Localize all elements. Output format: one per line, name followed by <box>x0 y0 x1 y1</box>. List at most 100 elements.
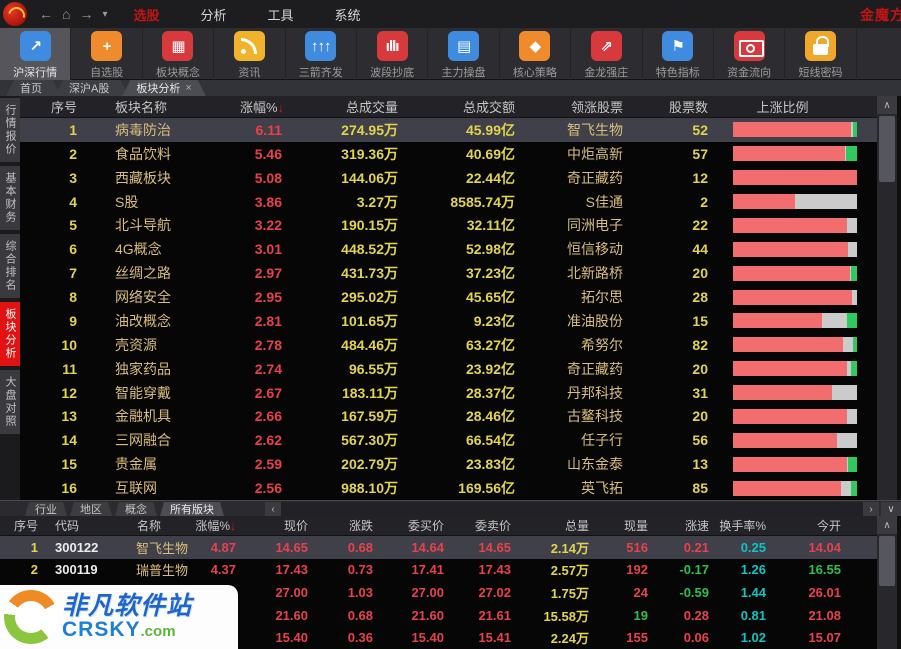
toolbar-button[interactable]: ▦ 板块概念 <box>143 28 215 80</box>
board-amount: 40.69亿 <box>465 145 515 162</box>
toolbar-button[interactable]: ◆ 核心策略 <box>500 28 572 80</box>
board-volume: 431.73万 <box>341 265 398 282</box>
col-name[interactable]: 名称 <box>136 519 161 533</box>
close-icon[interactable]: × <box>185 82 192 94</box>
app-logo-icon[interactable] <box>3 2 27 26</box>
menu-item[interactable]: 工具 <box>267 7 294 23</box>
stock-ask: 17.43 <box>478 562 511 578</box>
board-name: 油改概念 <box>115 312 171 329</box>
scroll-up-icon[interactable]: ∧ <box>877 96 897 114</box>
toolbar-button[interactable]: ↗ 沪深行情 <box>0 28 72 80</box>
board-row[interactable]: 13 金融机具 2.66 167.59万 28.46亿 古鳌科技 20 <box>20 405 877 429</box>
board-seq: 5 <box>69 217 77 234</box>
category-tab[interactable]: 行业 <box>25 502 67 516</box>
bar-up-segment <box>733 432 838 448</box>
board-row[interactable]: 8 网络安全 2.95 295.02万 45.65亿 拓尔思 28 <box>20 285 877 309</box>
bar-up-segment <box>733 313 823 329</box>
col-ask[interactable]: 委卖价 <box>474 519 511 533</box>
board-row[interactable]: 14 三网融合 2.62 567.30万 66.54亿 任子行 56 <box>20 428 877 452</box>
col-volume[interactable]: 总成交量 <box>345 100 398 115</box>
col-open[interactable]: 今开 <box>816 519 841 533</box>
menu-item[interactable]: 选股 <box>133 7 160 23</box>
board-row[interactable]: 15 贵金属 2.59 202.79万 23.83亿 山东金泰 13 <box>20 452 877 476</box>
menu-item[interactable]: 分析 <box>200 7 227 23</box>
category-tab[interactable]: 概念 <box>115 502 157 516</box>
col-current[interactable]: 现量 <box>623 519 648 533</box>
board-row[interactable]: 9 油改概念 2.81 101.65万 9.23亿 准油股份 15 <box>20 309 877 333</box>
toolbar-button[interactable]: ıllı 波段抄底 <box>357 28 429 80</box>
scroll-thumb[interactable] <box>879 536 895 586</box>
sidebar-item[interactable]: 大盘对照 <box>0 370 20 434</box>
col-name[interactable]: 板块名称 <box>115 100 168 115</box>
col-ratio[interactable]: 上涨比例 <box>756 100 809 115</box>
board-row[interactable]: 10 壳资源 2.78 484.46万 63.27亿 希努尔 82 <box>20 333 877 357</box>
toolbar-button[interactable]: 短线密码 <box>785 28 857 80</box>
toolbar-button[interactable]: ⚑ 特色指标 <box>643 28 714 80</box>
sidebar-item[interactable]: 板块分析 <box>0 302 20 366</box>
board-row[interactable]: 5 北斗导航 3.22 190.15万 32.11亿 同洲电子 22 <box>20 214 877 238</box>
col-code[interactable]: 代码 <box>55 519 80 533</box>
stock-row[interactable]: 1 300122 智飞生物 4.87 14.65 0.68 14.64 14.6… <box>0 536 877 559</box>
board-scrollbar[interactable]: ∧ <box>877 96 897 500</box>
forward-icon[interactable]: → <box>79 6 94 22</box>
scroll-up-icon[interactable]: ∧ <box>877 516 897 534</box>
col-price[interactable]: 现价 <box>283 519 308 533</box>
col-seq[interactable]: 序号 <box>50 100 77 115</box>
board-row[interactable]: 16 互联网 2.56 988.10万 169.56亿 英飞拓 85 <box>20 476 877 500</box>
col-change[interactable]: 涨幅%↓ <box>195 519 236 533</box>
scroll-right-icon[interactable]: › <box>863 502 879 516</box>
board-seq: 6 <box>69 241 77 258</box>
col-count[interactable]: 股票数 <box>668 100 708 115</box>
sidebar-item[interactable]: 综合排名 <box>0 234 20 298</box>
col-diff[interactable]: 涨跌 <box>348 519 373 533</box>
page-tab[interactable]: 板块分析 × <box>122 80 205 96</box>
page-tab[interactable]: 首页 <box>6 80 61 96</box>
stock-turnover: 1.02 <box>740 630 766 646</box>
toolbar-button[interactable]: + 自选股 <box>71 28 143 80</box>
scroll-left-icon[interactable]: ‹ <box>265 502 281 516</box>
sidebar-item[interactable]: 行情报价 <box>0 98 20 162</box>
plus-icon: + <box>91 31 123 61</box>
board-row[interactable]: 11 独家药品 2.74 96.55万 23.92亿 奇正藏药 20 <box>20 357 877 381</box>
bar-up-segment <box>733 170 857 186</box>
toolbar-button[interactable]: 资讯 <box>214 28 286 80</box>
scroll-thumb[interactable] <box>879 116 895 182</box>
board-row[interactable]: 7 丝绸之路 2.97 431.73万 37.23亿 北新路桥 20 <box>20 261 877 285</box>
stock-row[interactable]: 2 300119 瑞普生物 4.37 17.43 0.73 17.41 17.4… <box>0 559 877 582</box>
horizontal-scroll-track[interactable] <box>281 502 863 516</box>
scroll-down-icon[interactable]: ∨ <box>881 502 901 516</box>
toolbar-button[interactable]: ▤ 主力操盘 <box>428 28 500 80</box>
category-tab[interactable]: 地区 <box>70 502 112 516</box>
toolbar-button[interactable]: ⇗ 金龙强庄 <box>571 28 643 80</box>
board-row[interactable]: 1 病毒防治 6.11 274.95万 45.99亿 智飞生物 52 <box>20 118 877 142</box>
board-row[interactable]: 12 智能穿戴 2.67 183.11万 28.37亿 丹邦科技 31 <box>20 381 877 405</box>
menu-item[interactable]: 系统 <box>334 7 361 23</box>
col-amount[interactable]: 总成交额 <box>462 100 515 115</box>
sidebar-item[interactable]: 基本财务 <box>0 166 20 230</box>
toolbar-button[interactable]: ↑↑↑ 三箭齐发 <box>286 28 357 80</box>
col-bid[interactable]: 委买价 <box>407 519 444 533</box>
category-tab[interactable]: 所有版块 <box>160 502 224 516</box>
col-volume[interactable]: 总量 <box>564 519 589 533</box>
col-leader[interactable]: 领涨股票 <box>570 100 623 115</box>
stock-scrollbar[interactable]: ∧ <box>877 516 897 649</box>
board-row[interactable]: 3 西藏板块 5.08 144.06万 22.44亿 奇正藏药 12 <box>20 166 877 190</box>
col-seq[interactable]: 序号 <box>13 519 38 533</box>
monitor-chart-icon: ▤ <box>448 31 480 61</box>
dropdown-caret-icon[interactable]: ▾ <box>102 8 108 20</box>
board-volume: 190.15万 <box>341 217 398 234</box>
stock-turnover: 1.44 <box>740 584 766 600</box>
board-row[interactable]: 6 4G概念 3.01 448.52万 52.98亿 恒信移动 44 <box>20 237 877 261</box>
col-speed[interactable]: 涨速 <box>684 519 709 533</box>
bar-flat-segment <box>832 385 857 401</box>
back-icon[interactable]: ← <box>39 6 53 22</box>
board-row[interactable]: 4 S股 3.86 3.27万 8585.74万 S佳通 2 <box>20 190 877 214</box>
board-row[interactable]: 2 食品饮料 5.46 319.36万 40.69亿 中炬高新 57 <box>20 142 877 166</box>
page-tab[interactable]: 深沪A股 <box>55 80 128 96</box>
toolbar-button[interactable]: 资金流向 <box>714 28 786 80</box>
stock-price: 14.65 <box>275 539 308 555</box>
board-leader: 丹邦科技 <box>567 384 623 401</box>
col-turnover[interactable]: 换手率% <box>719 519 766 533</box>
home-icon[interactable]: ⌂ <box>62 6 71 22</box>
col-change[interactable]: 涨幅%↓ <box>240 97 282 116</box>
